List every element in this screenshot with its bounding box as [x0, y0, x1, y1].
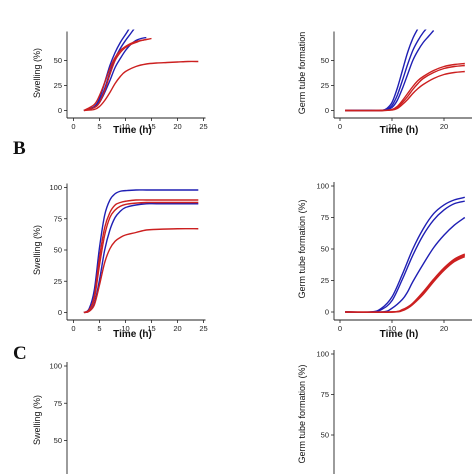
- y-tick-label: 75: [54, 399, 62, 408]
- series-line-blue: [345, 200, 465, 313]
- x-tick-label: 0: [338, 122, 342, 131]
- y-tick-label: 0: [58, 308, 62, 317]
- y-tick-label: 0: [325, 106, 329, 115]
- y-tick-label: 75: [54, 214, 62, 223]
- y-tick-label: 50: [54, 436, 62, 445]
- x-tick-label: 0: [71, 324, 75, 333]
- series-line-red: [83, 201, 199, 314]
- panel-letter-c: C: [13, 343, 27, 364]
- x-tick-label: 0: [71, 122, 75, 131]
- series-line-blue: [345, 216, 466, 313]
- series-line-red: [83, 228, 199, 314]
- y-tick-label: 25: [321, 81, 329, 90]
- series-line-blue: [83, 36, 147, 112]
- series-line-blue: [83, 189, 199, 314]
- x-axis-label: Time (h): [380, 125, 419, 136]
- y-tick-label: 50: [54, 246, 62, 255]
- chart-C-swelling: 50 75 100 Swelling (%): [32, 362, 68, 474]
- series-line-red: [345, 254, 466, 313]
- y-tick-label: 100: [316, 350, 329, 359]
- y-axis-label: Germ tube formation (%): [297, 364, 307, 463]
- x-tick-label: 10: [388, 324, 396, 333]
- series-line-red: [345, 70, 465, 112]
- series-line-red: [345, 253, 466, 313]
- series-line-red: [83, 37, 152, 112]
- panel-letter-b: B: [13, 138, 26, 159]
- chart-B-germ: 0 25 50 75 100 0 10 20 Time (h) Germ tube formati…: [297, 182, 472, 340]
- y-tick-label: 75: [321, 213, 329, 222]
- y-tick-label: 50: [321, 56, 329, 65]
- y-tick-label: 0: [58, 106, 62, 115]
- series-line-blue: [345, 29, 427, 112]
- x-tick-label: 20: [173, 324, 181, 333]
- chart-B-swelling: 0 25 50 75 100 0 5 10 15 20 25 Time (h) Swelling (%): [32, 183, 208, 340]
- x-tick-label: 15: [147, 324, 155, 333]
- y-tick-label: 50: [321, 245, 329, 254]
- series-line-red: [83, 60, 199, 112]
- series-line-blue: [345, 30, 435, 112]
- x-tick-label: 0: [338, 324, 342, 333]
- series-line-red: [345, 255, 466, 313]
- x-tick-label: 5: [97, 122, 101, 131]
- y-tick-label: 100: [49, 362, 62, 371]
- chart-A-germ: 0 25 50 0 10 20 Time (h) Germ tube formation: [297, 29, 472, 136]
- x-tick-label: 20: [440, 324, 448, 333]
- series-line-blue: [83, 29, 130, 112]
- x-axis-label: Time (h): [380, 329, 419, 340]
- chart-C-germ: 50 75 100 Germ tube formation (%): [297, 350, 335, 474]
- chart-A-swelling: 0 25 50 0 5 10 15 20 25 Time (h) Swelling (%): [32, 29, 208, 136]
- y-tick-label: 25: [54, 277, 62, 286]
- y-axis-label: Germ tube formation (%): [297, 199, 307, 298]
- x-axis-label: Time (h): [113, 125, 152, 136]
- y-axis-label: Swelling (%): [32, 395, 42, 445]
- series-line-red: [83, 38, 147, 112]
- y-axis-label: Germ tube formation: [297, 32, 307, 115]
- y-axis-label: Swelling (%): [32, 48, 42, 98]
- y-tick-label: 0: [325, 308, 329, 317]
- x-tick-label: 10: [388, 122, 396, 131]
- y-tick-label: 25: [54, 81, 62, 90]
- x-tick-label: 5: [97, 324, 101, 333]
- y-axis-label: Swelling (%): [32, 225, 42, 275]
- x-tick-label: 25: [199, 324, 207, 333]
- x-axis-label: Time (h): [113, 329, 152, 340]
- y-tick-label: 50: [54, 56, 62, 65]
- x-tick-label: 10: [121, 324, 129, 333]
- y-tick-label: 50: [321, 431, 329, 440]
- y-tick-label: 25: [321, 276, 329, 285]
- x-tick-label: 15: [147, 122, 155, 131]
- x-tick-label: 10: [121, 122, 129, 131]
- y-tick-label: 100: [316, 182, 329, 191]
- y-tick-label: 100: [49, 183, 62, 192]
- x-tick-label: 20: [173, 122, 181, 131]
- x-tick-label: 20: [440, 122, 448, 131]
- y-tick-label: 75: [321, 390, 329, 399]
- x-tick-label: 25: [199, 122, 207, 131]
